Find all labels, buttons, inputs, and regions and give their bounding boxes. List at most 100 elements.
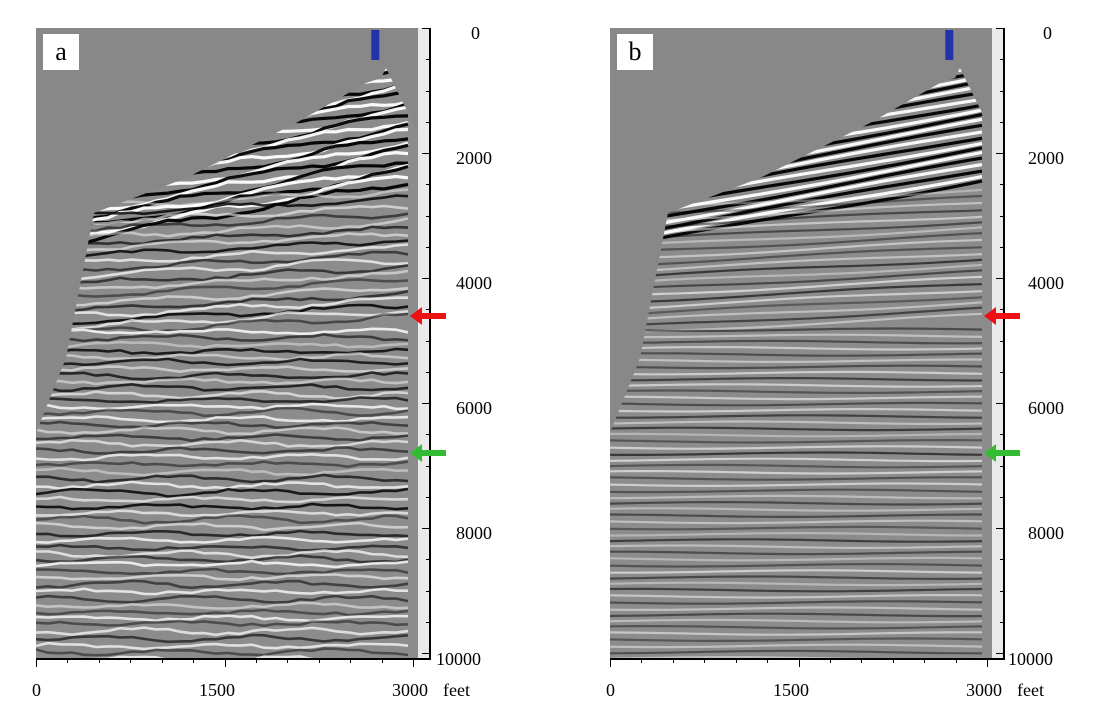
offset-tick-label: 0 (606, 680, 615, 700)
depth-tick (996, 28, 1005, 29)
depth-tick (1000, 434, 1005, 436)
offset-tick (735, 658, 737, 663)
green-arrow (410, 444, 446, 462)
depth-tick (426, 621, 431, 623)
offset-tick (892, 658, 894, 663)
depth-tick (426, 90, 431, 92)
depth-tick (426, 340, 431, 342)
source-marker (945, 30, 954, 60)
depth-tick (1000, 184, 1005, 186)
depth-tick (996, 403, 1005, 404)
depth-tick (1000, 340, 1005, 342)
depth-tick-label: 6000 (1028, 398, 1064, 418)
depth-tick (422, 278, 431, 279)
offset-tick (161, 658, 163, 663)
depth-axis-line (429, 28, 431, 659)
depth-tick (996, 278, 1005, 279)
offset-tick (987, 658, 988, 667)
offset-tick-label: 1500 (199, 680, 235, 700)
depth-tick (1000, 90, 1005, 92)
depth-axis-line (1003, 28, 1005, 659)
depth-tick (422, 403, 431, 404)
depth-tick (1000, 215, 1005, 217)
offset-tick (350, 658, 352, 663)
depth-tick-label: 0 (471, 23, 480, 43)
offset-tick (767, 658, 769, 663)
depth-tick (426, 121, 431, 123)
depth-tick (1000, 246, 1005, 248)
offset-tick (704, 658, 706, 663)
offset-tick (255, 658, 257, 663)
panel-label-b: b (617, 34, 653, 70)
offset-tick-label: 0 (32, 680, 41, 700)
offset-tick (381, 658, 383, 663)
depth-tick (1000, 559, 1005, 561)
offset-tick (36, 658, 37, 667)
depth-tick (426, 559, 431, 561)
offset-tick (130, 658, 132, 663)
depth-tick (426, 496, 431, 498)
depth-tick (422, 153, 431, 154)
depth-tick (1000, 621, 1005, 623)
offset-unit-label: feet (443, 680, 470, 700)
depth-tick (996, 153, 1005, 154)
offset-tick (829, 658, 831, 663)
offset-tick (193, 658, 195, 663)
depth-tick-label: 4000 (1028, 273, 1064, 293)
depth-tick-label: 2000 (456, 148, 492, 168)
depth-tick (422, 653, 431, 654)
depth-tick (426, 59, 431, 61)
panel-label-a: a (43, 34, 79, 70)
offset-tick-label: 3000 (966, 680, 1002, 700)
axis-strip (418, 28, 430, 658)
offset-tick (98, 658, 100, 663)
depth-tick (426, 371, 431, 373)
offset-unit-label: feet (1017, 680, 1044, 700)
depth-tick (1000, 121, 1005, 123)
offset-tick (861, 658, 863, 663)
depth-tick-label: 10000 (436, 649, 481, 669)
offset-tick (641, 658, 643, 663)
offset-axis-line (610, 658, 1005, 660)
depth-tick (426, 309, 431, 311)
offset-tick (610, 658, 611, 667)
red-arrow (410, 306, 446, 325)
depth-tick-label: 8000 (456, 523, 492, 543)
panel-a: a 0 2000 4000 6000 8000 10000 0 1500 300… (32, 23, 492, 700)
depth-tick (426, 215, 431, 217)
panel-b: b 0 2000 4000 6000 8000 10000 0 1500 300… (606, 23, 1064, 700)
offset-tick (224, 658, 226, 667)
offset-tick (67, 658, 69, 663)
red-arrow (984, 306, 1020, 325)
depth-tick (1000, 496, 1005, 498)
source-marker (371, 30, 380, 60)
green-arrow (984, 444, 1020, 462)
offset-tick (413, 658, 414, 667)
offset-tick (318, 658, 320, 663)
depth-tick (996, 528, 1005, 529)
depth-tick (426, 590, 431, 592)
depth-tick (1000, 465, 1005, 467)
depth-tick (426, 246, 431, 248)
depth-tick (426, 434, 431, 436)
offset-tick-label: 1500 (773, 680, 809, 700)
offset-tick-label: 3000 (392, 680, 428, 700)
offset-tick (924, 658, 926, 663)
depth-tick-label: 2000 (1028, 148, 1064, 168)
depth-tick-label: 10000 (1008, 649, 1053, 669)
depth-tick (996, 653, 1005, 654)
depth-tick (1000, 590, 1005, 592)
offset-tick (798, 658, 800, 667)
depth-tick-label: 6000 (456, 398, 492, 418)
offset-axis-line (36, 658, 431, 660)
seismic-section-b (610, 28, 992, 658)
depth-tick (1000, 371, 1005, 373)
depth-tick (426, 184, 431, 186)
depth-tick (1000, 59, 1005, 61)
axis-strip (992, 28, 1004, 658)
depth-tick (1000, 309, 1005, 311)
depth-tick-label: 0 (1043, 23, 1052, 43)
depth-tick-label: 4000 (456, 273, 492, 293)
depth-tick-label: 8000 (1028, 523, 1064, 543)
depth-tick (422, 28, 431, 29)
